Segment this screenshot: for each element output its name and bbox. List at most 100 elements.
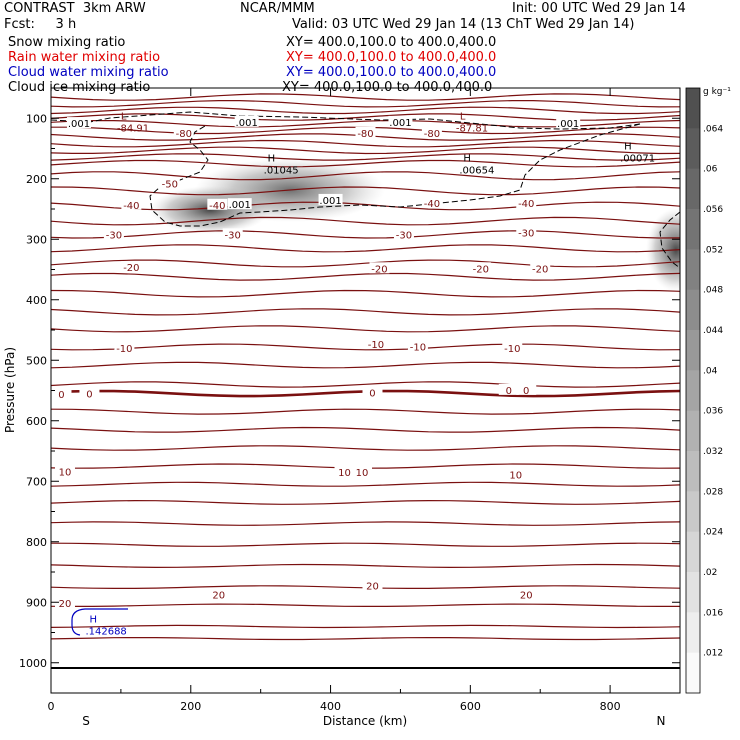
model-center: NCAR/MMM (240, 1, 315, 16)
isotherm-line (51, 272, 680, 281)
extremum-value: .142688 (85, 627, 126, 638)
extremum-value: .00071 (620, 154, 655, 165)
y-tick-label: 1000 (19, 657, 47, 670)
extremum-marker: H (463, 154, 471, 165)
isotherm-line (51, 216, 680, 226)
isotherm-label-bg (362, 579, 383, 591)
extremum-marker: H (89, 615, 97, 626)
isotherm-label-bg (208, 588, 229, 600)
legend-snow-field: Snow mixing ratio (8, 35, 126, 50)
colorbar-tick-label: .02 (703, 568, 717, 578)
isotherm-line (51, 381, 680, 388)
colorbar-swatch (686, 612, 700, 654)
legend-cloud-water-field: Cloud water mixing ratio (8, 65, 169, 80)
isotherm-label: 0 (58, 390, 64, 401)
colorbar-tick-label: .056 (703, 205, 723, 215)
y-tick-label: 900 (26, 596, 47, 609)
x-tick-label: 400 (320, 700, 341, 713)
isotherm-label: -20 (123, 263, 139, 274)
isotherm-label: -10 (410, 342, 426, 353)
ice-label-bg (556, 117, 581, 129)
isotherm-label: -80 (176, 129, 192, 140)
colorbar-swatch (686, 410, 700, 452)
colorbar-tick-label: .04 (703, 366, 718, 376)
colorbar-tick-label: .052 (703, 245, 723, 255)
isotherm-label-bg (516, 588, 537, 600)
colorbar-swatch (686, 128, 700, 170)
endpoint-north: N (657, 714, 666, 728)
y-tick-label: 100 (26, 112, 47, 125)
isotherm-label: -80 (424, 129, 440, 140)
isotherm-line (51, 445, 680, 451)
valid-time: Valid: 03 UTC Wed 29 Jan 14 (13 ChT Wed … (292, 17, 635, 32)
colorbar-swatch (686, 652, 700, 694)
isotherm-label: 10 (509, 471, 522, 482)
extremum-marker: H (624, 142, 632, 153)
ice-contour-label: .001 (236, 118, 258, 129)
isotherm-line (51, 637, 680, 641)
isotherm-label-bg (207, 198, 228, 210)
colorbar-swatch (686, 491, 700, 533)
isotherm-label: 20 (59, 599, 72, 610)
isotherm-line (51, 289, 680, 298)
cloud-ice-contour-east (659, 211, 681, 269)
isotherm-line (51, 244, 680, 253)
isotherm-label: -30 (106, 230, 122, 241)
x-tick-label: 800 (600, 700, 621, 713)
colorbar-tick-label: .044 (703, 326, 723, 336)
colorbar-tick-label: .016 (703, 608, 723, 618)
isotherm-label: 0 (369, 388, 375, 399)
isotherm-label: 20 (520, 590, 533, 601)
extremum-marker: H (268, 154, 276, 165)
y-tick-label: 800 (26, 536, 47, 549)
ice-label-bg (234, 115, 259, 127)
isotherm-label-bg (173, 126, 194, 138)
extremum-marker: L (121, 111, 127, 122)
isotherm-line (51, 361, 680, 369)
cloud-ice-contour (50, 111, 641, 227)
isotherm-label: -40 (209, 201, 225, 212)
colorbar-frame (685, 87, 701, 694)
isotherm-label-bg (54, 465, 75, 477)
ice-label-bg (318, 193, 343, 205)
extremum-value: -84.91 (117, 123, 149, 134)
isotherm-label-bg (407, 340, 428, 352)
isotherm-line (51, 106, 680, 115)
isotherm-label-bg (51, 388, 72, 400)
isotherm-line (51, 153, 680, 161)
y-tick-label: 400 (26, 294, 47, 307)
isotherm-label: -40 (123, 201, 139, 212)
colorbar-swatch (686, 209, 700, 250)
ice-label-bg (388, 115, 413, 127)
isotherm-line (51, 563, 680, 569)
cloud-water-contour (71, 608, 128, 636)
isotherm-line (51, 426, 680, 433)
ice-contour-label: .001 (229, 200, 251, 211)
isotherm-label-bg (103, 228, 124, 240)
extremum-marker: L (460, 111, 466, 122)
isotherm-label-bg (121, 198, 142, 210)
extremum-value: -87.81 (456, 123, 488, 134)
isotherm-label: -80 (357, 129, 373, 140)
isotherm-line (51, 325, 680, 333)
isotherm-line (51, 481, 680, 487)
isotherm-line (51, 230, 680, 239)
isotherm-line (51, 408, 680, 415)
isotherm-line (51, 201, 680, 211)
colorbar-swatch (686, 168, 700, 210)
ice-label-bg (66, 117, 91, 129)
legend-rain-xy: XY= 400.0,100.0 to 400.0,400.0 (286, 50, 497, 65)
isotherm-label-bg (516, 196, 537, 208)
colorbar-tick-label: .012 (703, 649, 723, 659)
isotherm-label-bg (334, 466, 355, 478)
isotherm-label-bg (222, 228, 243, 240)
extremum-value: .01045 (264, 166, 299, 177)
isotherm-line (51, 139, 680, 148)
isotherm-line (51, 308, 680, 316)
y-tick-label: 500 (26, 354, 47, 367)
isotherm-label: 10 (338, 468, 351, 479)
colorbar-swatch (686, 531, 700, 573)
isotherm-line (51, 159, 680, 168)
isotherm-label: -10 (504, 344, 520, 355)
colorbar-tick-label: .064 (703, 124, 723, 134)
